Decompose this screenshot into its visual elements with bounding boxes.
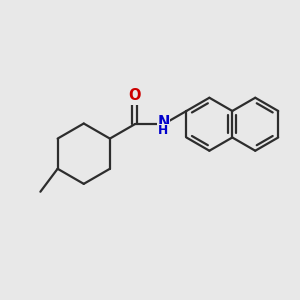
Text: H: H (158, 124, 169, 137)
Text: N: N (157, 115, 170, 130)
Text: O: O (128, 88, 141, 103)
